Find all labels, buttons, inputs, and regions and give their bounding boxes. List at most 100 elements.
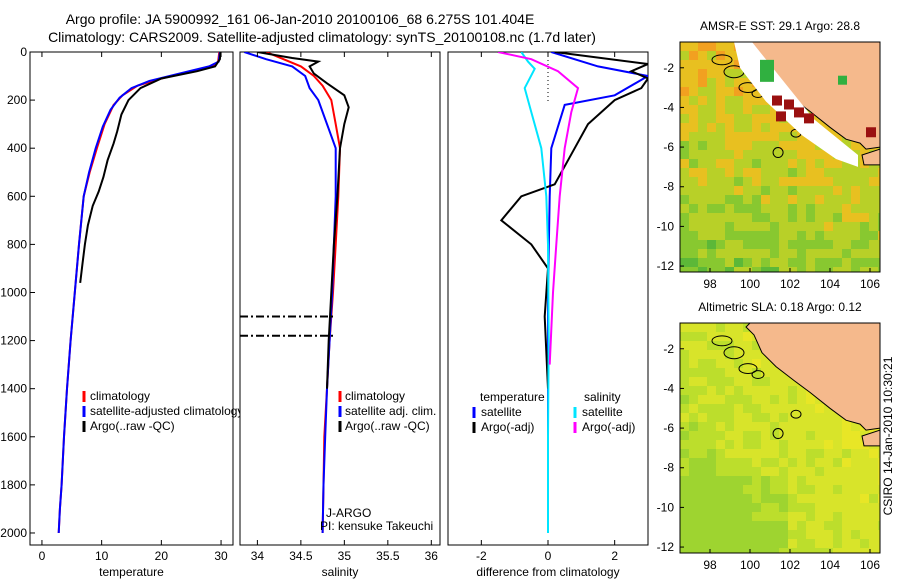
sst-map-cell bbox=[707, 123, 717, 133]
sla-map-cell bbox=[743, 548, 753, 553]
sla-map-cell bbox=[725, 350, 735, 360]
sst-map-cell bbox=[815, 240, 825, 250]
sst-map-cell bbox=[788, 177, 798, 187]
sst-map-cell bbox=[698, 42, 708, 52]
sla-map-cell bbox=[689, 512, 699, 522]
sla-map-cell bbox=[770, 539, 780, 549]
sst-map-cell bbox=[707, 114, 717, 124]
sst-warm-cell bbox=[794, 107, 804, 118]
sla-map-cell bbox=[734, 539, 744, 549]
sla-map-cell bbox=[842, 521, 852, 531]
sla-map-cell bbox=[860, 467, 870, 477]
sla-map-cell bbox=[698, 449, 708, 459]
sst-map-cell bbox=[869, 231, 879, 241]
sst-map-cell bbox=[833, 267, 843, 272]
sla-map-cell bbox=[680, 395, 690, 405]
sla-map-cell bbox=[689, 485, 699, 495]
sla-map-cell bbox=[734, 359, 744, 369]
sst-map-cell bbox=[707, 132, 717, 142]
sst-map-cell bbox=[851, 249, 861, 259]
sla-map-cell bbox=[752, 440, 762, 450]
sst-map-cell bbox=[752, 87, 762, 97]
sla-map-cell bbox=[689, 395, 699, 405]
sst-map-cell bbox=[779, 150, 789, 160]
sst-map-cell bbox=[680, 177, 690, 187]
sla-map-cell bbox=[707, 539, 717, 549]
sla-map-cell bbox=[680, 413, 690, 423]
sla-map-cell bbox=[833, 413, 843, 423]
sla-map-cell bbox=[842, 512, 852, 522]
sla-map-cell bbox=[716, 368, 726, 378]
sla-map-cell bbox=[869, 521, 879, 531]
sla-map-cell bbox=[680, 503, 690, 513]
sla-map-cell bbox=[806, 404, 816, 414]
sst-map-cell bbox=[716, 87, 726, 97]
sst-map-ytick-label: -8 bbox=[663, 180, 674, 194]
sst-map-cell bbox=[779, 258, 789, 268]
temperature-legend-entry: Argo(..raw -QC) bbox=[90, 419, 175, 433]
sla-map-cell bbox=[761, 449, 771, 459]
sst-map-cell bbox=[707, 267, 717, 272]
sla-map-cell bbox=[770, 440, 780, 450]
sla-map-cell bbox=[878, 449, 880, 459]
sla-map-cell bbox=[788, 512, 798, 522]
sla-map-cell bbox=[689, 503, 699, 513]
sst-map-cell bbox=[743, 267, 753, 272]
sla-map-cell bbox=[707, 368, 717, 378]
sst-map-cell bbox=[680, 105, 690, 115]
sst-map-cell bbox=[833, 186, 843, 196]
sst-map-cell bbox=[842, 195, 852, 205]
sst-map-cell bbox=[734, 249, 744, 259]
sst-map-cell bbox=[725, 141, 735, 151]
sst-map-cell bbox=[743, 132, 753, 142]
sst-map-cell bbox=[824, 177, 834, 187]
sst-map-cell bbox=[716, 132, 726, 142]
sst-map-cell bbox=[680, 87, 690, 97]
sst-map-cell bbox=[707, 69, 717, 79]
sst-map-cell bbox=[743, 177, 753, 187]
sla-map-cell bbox=[842, 503, 852, 513]
sla-map-cell bbox=[806, 503, 816, 513]
sla-map-cell bbox=[860, 548, 870, 553]
sst-map-cell bbox=[734, 132, 744, 142]
sla-map-cell bbox=[788, 431, 798, 441]
sla-map-cell bbox=[725, 548, 735, 553]
sst-map-cell bbox=[734, 96, 744, 106]
sla-map-cell bbox=[725, 431, 735, 441]
sst-map-cell bbox=[878, 177, 880, 187]
sla-map-cell bbox=[824, 512, 834, 522]
sla-map-cell bbox=[689, 530, 699, 540]
sla-map-cell bbox=[869, 485, 879, 495]
sst-map-cell bbox=[851, 186, 861, 196]
sla-map-title: Altimetric SLA: 0.18 Argo: 0.12 bbox=[698, 300, 862, 314]
sst-map-cell bbox=[788, 159, 798, 169]
sst-map-cell bbox=[860, 186, 870, 196]
sla-map-cell bbox=[725, 368, 735, 378]
sst-map-cell bbox=[716, 231, 726, 241]
sla-map-cell bbox=[878, 485, 880, 495]
sst-map-cell bbox=[824, 240, 834, 250]
sst-map-cell bbox=[698, 141, 708, 151]
sst-map-cell bbox=[788, 186, 798, 196]
sst-map-cell bbox=[779, 231, 789, 241]
sla-map-cell bbox=[797, 485, 807, 495]
sst-map-cell bbox=[770, 240, 780, 250]
sst-map-cell bbox=[725, 240, 735, 250]
sla-map-cell bbox=[716, 440, 726, 450]
sla-map-cell bbox=[698, 386, 708, 396]
sst-map-cell bbox=[743, 213, 753, 223]
sst-map-cell bbox=[716, 249, 726, 259]
sla-map-cell bbox=[689, 494, 699, 504]
sla-map-cell bbox=[797, 548, 807, 553]
sst-map-cell bbox=[815, 195, 825, 205]
sst-map-cell bbox=[734, 177, 744, 187]
sla-map-cell bbox=[716, 386, 726, 396]
sla-map-cell bbox=[851, 458, 861, 468]
sst-map-cell bbox=[689, 69, 699, 79]
sla-map-ytick-label: -12 bbox=[657, 540, 675, 554]
sla-map-cell bbox=[716, 458, 726, 468]
sla-map-cell bbox=[707, 530, 717, 540]
difference-xtick-label: 0 bbox=[545, 549, 552, 563]
sst-map-cell bbox=[743, 141, 753, 151]
sla-map-cell bbox=[869, 512, 879, 522]
